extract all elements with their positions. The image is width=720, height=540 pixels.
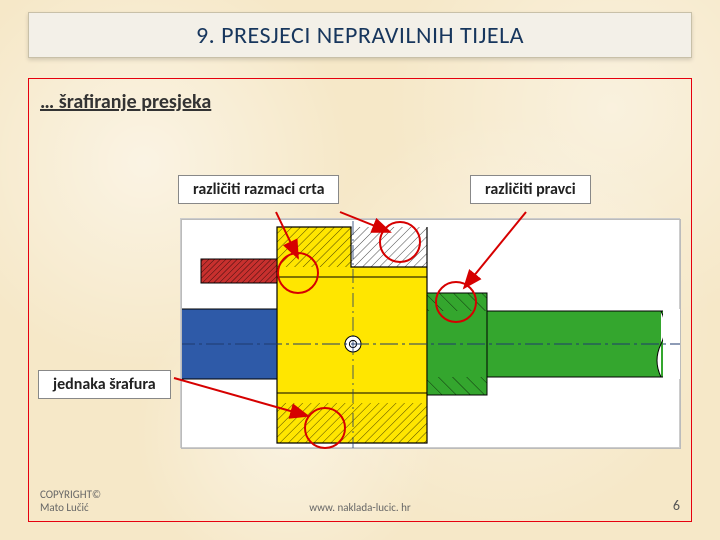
footer-url: www. naklada-lucic. hr	[309, 501, 411, 514]
label-pravci: različiti pravci	[470, 175, 591, 204]
subtitle: … šrafiranje presjeka	[40, 90, 211, 114]
copyright: COPYRIGHT© Mato Lučić	[40, 488, 101, 514]
copyright-line2: Mato Lučić	[40, 501, 89, 514]
section-diagram	[181, 219, 681, 449]
slide-title: 9. PRESJECI NEPRAVILNIH TIJELA	[196, 21, 524, 50]
label-razmaci: različiti razmaci crta	[178, 175, 339, 204]
copyright-line1: COPYRIGHT©	[40, 488, 101, 501]
diagram-frame	[180, 218, 680, 448]
title-bar: 9. PRESJECI NEPRAVILNIH TIJELA	[28, 12, 692, 58]
label-jednaka: jednaka šrafura	[38, 370, 171, 399]
page-number: 6	[673, 497, 680, 514]
